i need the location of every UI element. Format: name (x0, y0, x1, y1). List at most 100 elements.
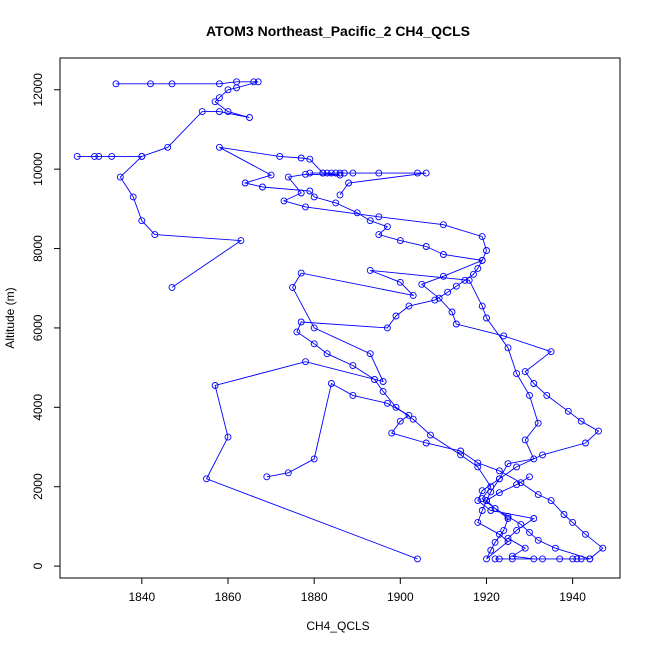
data-point (577, 555, 585, 563)
data-point (224, 86, 232, 94)
series-3 (306, 169, 430, 199)
data-point (474, 459, 482, 467)
data-point (168, 80, 176, 88)
data-point (478, 507, 486, 514)
data-point (211, 98, 219, 106)
data-point (168, 283, 176, 291)
data-point (478, 487, 486, 495)
data-point (534, 536, 542, 544)
data-point (91, 152, 98, 160)
data-point (297, 189, 305, 197)
data-point (504, 344, 512, 352)
data-point (457, 451, 465, 459)
data-point (375, 169, 383, 177)
data-point (215, 108, 223, 116)
data-point (491, 538, 499, 546)
data-point (491, 555, 499, 563)
data-point (129, 193, 137, 201)
series-line (266, 382, 604, 560)
data-point (302, 358, 309, 366)
data-point (599, 544, 607, 552)
data-point (483, 555, 490, 563)
data-point (539, 451, 546, 459)
data-point (530, 555, 538, 563)
data-point (241, 179, 249, 187)
data-point (487, 483, 495, 491)
data-point (582, 530, 589, 538)
data-point (246, 114, 253, 121)
data-point (547, 348, 555, 356)
data-point (521, 436, 529, 444)
data-point (112, 80, 120, 88)
data-point (508, 555, 516, 563)
data-point (371, 376, 378, 383)
data-point (504, 513, 512, 520)
data-point (422, 439, 430, 447)
data-point (517, 479, 525, 487)
data-point (534, 419, 542, 427)
data-point (215, 80, 223, 88)
x-tick-label: 1840 (128, 590, 155, 604)
data-point (323, 350, 331, 358)
data-point (586, 555, 594, 563)
data-point (582, 439, 589, 447)
data-point (530, 455, 538, 463)
data-point (284, 469, 292, 477)
data-point (564, 407, 572, 415)
data-point (198, 108, 206, 116)
data-point (224, 108, 232, 116)
data-point (418, 280, 426, 288)
data-point (478, 495, 486, 503)
data-point (461, 276, 469, 284)
data-point (349, 362, 357, 370)
data-point (539, 555, 546, 563)
y-tick-label: 0 (31, 562, 45, 569)
data-point (284, 173, 292, 181)
series-line (309, 172, 427, 196)
data-point (383, 324, 391, 332)
data-point (495, 489, 503, 497)
data-point (491, 505, 499, 512)
data-point (289, 283, 297, 291)
data-point (435, 294, 443, 302)
data-point (504, 534, 512, 542)
y-tick-label: 6000 (31, 314, 45, 341)
y-axis-label: Altitude (m) (3, 287, 17, 348)
data-point (224, 433, 232, 441)
data-point (431, 296, 439, 304)
data-point (439, 251, 447, 258)
data-point (405, 411, 413, 419)
data-point (147, 80, 154, 88)
data-point (495, 530, 503, 538)
data-point (336, 169, 344, 177)
data-point (310, 324, 318, 332)
data-point (534, 491, 542, 499)
data-point (495, 555, 503, 563)
data-point (215, 94, 223, 102)
data-point (513, 481, 521, 489)
data-point (530, 515, 538, 522)
data-point (422, 243, 430, 250)
data-point (306, 169, 314, 177)
data-point (521, 544, 529, 552)
data-point (483, 314, 490, 322)
data-point (474, 497, 482, 505)
data-point (448, 308, 456, 316)
data-point (474, 518, 482, 526)
data-point (327, 169, 335, 177)
data-point (483, 247, 490, 254)
data-point (396, 417, 404, 425)
data-point (302, 203, 309, 211)
data-point (366, 217, 374, 225)
data-point (293, 328, 301, 336)
data-point (215, 143, 223, 151)
data-point (452, 320, 460, 328)
y-tick-label: 12000 (31, 73, 45, 107)
plot-frame (59, 57, 621, 579)
data-point (138, 217, 146, 225)
data-point (138, 152, 146, 160)
data-point (569, 555, 577, 563)
x-tick-label: 1920 (473, 590, 500, 604)
data-point (302, 170, 309, 178)
